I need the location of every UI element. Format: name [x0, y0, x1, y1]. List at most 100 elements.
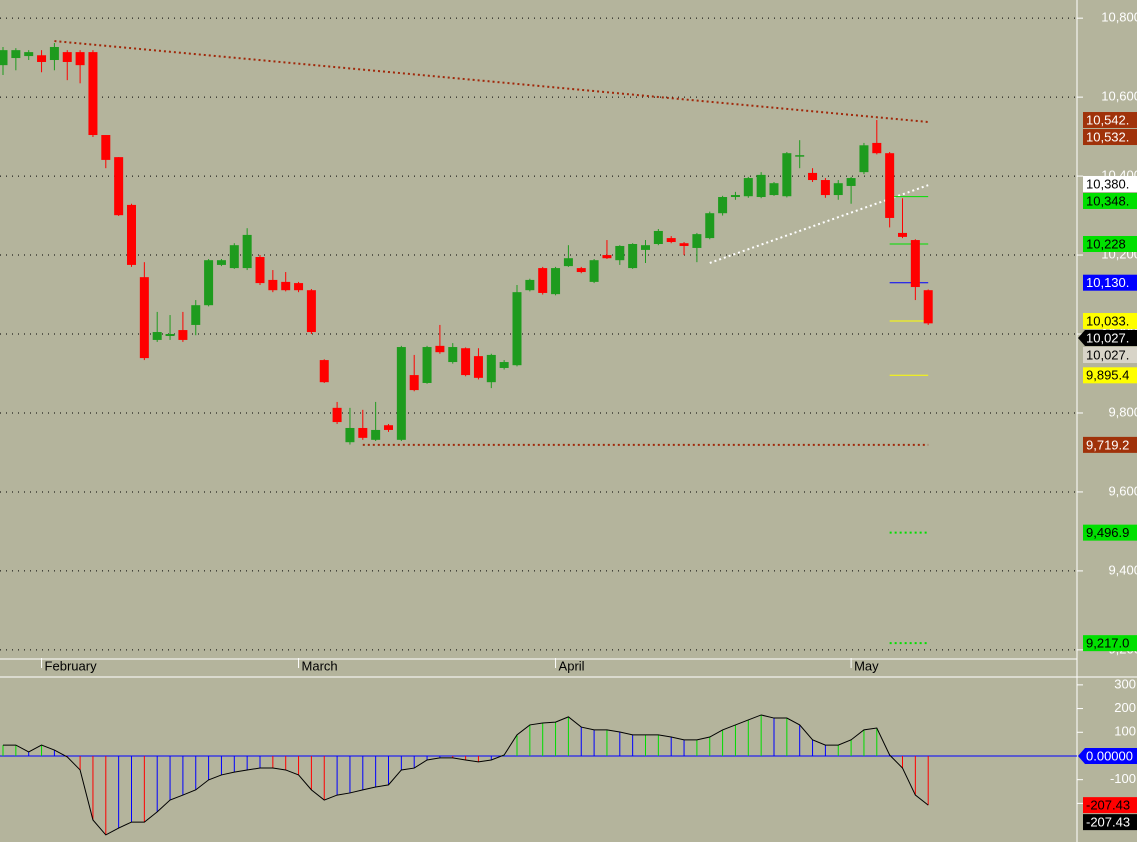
candle-body [178, 330, 188, 340]
candle-body [191, 305, 201, 325]
y-tick-label: 10,600 [1101, 89, 1137, 104]
value-badge-label: 9,719.2 [1086, 437, 1129, 452]
level-line [709, 184, 929, 264]
candle-body [49, 46, 59, 61]
candle-body [37, 55, 47, 62]
candle-body [268, 279, 278, 291]
candle-body [499, 362, 509, 368]
candle-body [0, 50, 8, 66]
candle-body [795, 155, 805, 157]
value-badge [1083, 436, 1137, 453]
candle-body [101, 135, 111, 160]
value-badge [1083, 274, 1137, 291]
value-badge [1083, 367, 1137, 384]
value-badge-label: 10,228 [1086, 236, 1126, 251]
candle-body [448, 347, 458, 363]
y-tick-label: 9,600 [1108, 483, 1137, 498]
candle-body [139, 277, 149, 359]
candle-body [563, 258, 573, 267]
value-badge [1083, 524, 1137, 541]
candle-body [898, 232, 907, 237]
value-badge-label: 10,542. [1086, 112, 1129, 127]
candle-body [461, 348, 471, 376]
value-badge-label: 9,496.9 [1086, 525, 1129, 540]
value-badge [1083, 797, 1137, 814]
y-tick-label: 9,400 [1108, 562, 1137, 577]
oscillator-line [3, 714, 929, 836]
candle-body [666, 238, 676, 243]
candle-body [730, 195, 740, 198]
candle-body [718, 197, 728, 214]
candle-body [833, 183, 843, 196]
value-badge [1078, 747, 1137, 764]
candle-body [615, 245, 625, 261]
candle-body [589, 260, 599, 282]
candle-body [628, 243, 638, 269]
candle-body [538, 268, 548, 293]
candle-body [473, 356, 483, 378]
x-tick-label: March [302, 658, 338, 673]
candle-body [743, 178, 753, 197]
value-badge [1083, 175, 1137, 192]
candle-body [808, 172, 818, 181]
value-badge [1083, 635, 1137, 652]
value-badge-label: -207.43 [1086, 815, 1130, 830]
candle-body [294, 283, 304, 291]
candle-body [281, 281, 291, 291]
value-badge [1083, 129, 1137, 146]
value-badge [1083, 814, 1137, 831]
candle-body [910, 240, 920, 288]
candle-body [820, 180, 830, 196]
value-badge [1083, 346, 1137, 363]
value-badge-label: 10,130. [1086, 275, 1129, 290]
candle-body [345, 427, 355, 443]
candle-body [705, 213, 715, 239]
y-tick-label: 10,800 [1101, 10, 1137, 25]
x-tick-label: February [45, 658, 98, 673]
candle-body [756, 174, 766, 198]
candle-body [88, 52, 98, 136]
y-tick-label: -100 [1110, 771, 1136, 786]
candle-body [551, 268, 561, 295]
candle-body [242, 234, 252, 269]
candle-body [165, 334, 175, 336]
candle-body [306, 290, 316, 333]
candle-body [679, 243, 689, 246]
candle-body [435, 345, 445, 353]
value-badge [1083, 312, 1137, 329]
value-badge-label: 9,895.4 [1086, 368, 1129, 383]
x-tick-label: May [854, 658, 879, 673]
value-badge-label: 10,380. [1086, 176, 1129, 191]
x-tick-label: April [559, 658, 585, 673]
candle-body [769, 183, 779, 196]
value-badge [1083, 112, 1137, 129]
candle-body [641, 245, 650, 250]
candle-body [24, 52, 34, 57]
candle-body [114, 157, 124, 216]
candle-body [923, 290, 933, 324]
candle-body [11, 50, 21, 59]
candle-body [216, 260, 226, 265]
candle-body [332, 407, 342, 423]
value-badge-label: 9,217.0 [1086, 636, 1129, 651]
value-badge-label: 10,033. [1086, 313, 1129, 328]
candle-body [859, 145, 869, 173]
value-badge-label: 10,027. [1086, 347, 1129, 362]
value-badge [1083, 192, 1137, 209]
candle-body [885, 153, 895, 218]
candle-body [229, 245, 239, 269]
candle-body [204, 260, 214, 306]
candle-body [653, 230, 663, 244]
candle-body [319, 360, 329, 383]
candle-body [422, 347, 432, 383]
value-badge-label: 10,027. [1086, 330, 1129, 345]
candle-body [75, 52, 85, 66]
value-badge-label: -207.43 [1086, 798, 1130, 813]
y-tick-label: 300 [1114, 676, 1136, 691]
candle-body [486, 354, 496, 383]
value-badge [1083, 235, 1137, 252]
value-badge-label: 10,532. [1086, 129, 1129, 144]
candle-body [512, 292, 522, 366]
